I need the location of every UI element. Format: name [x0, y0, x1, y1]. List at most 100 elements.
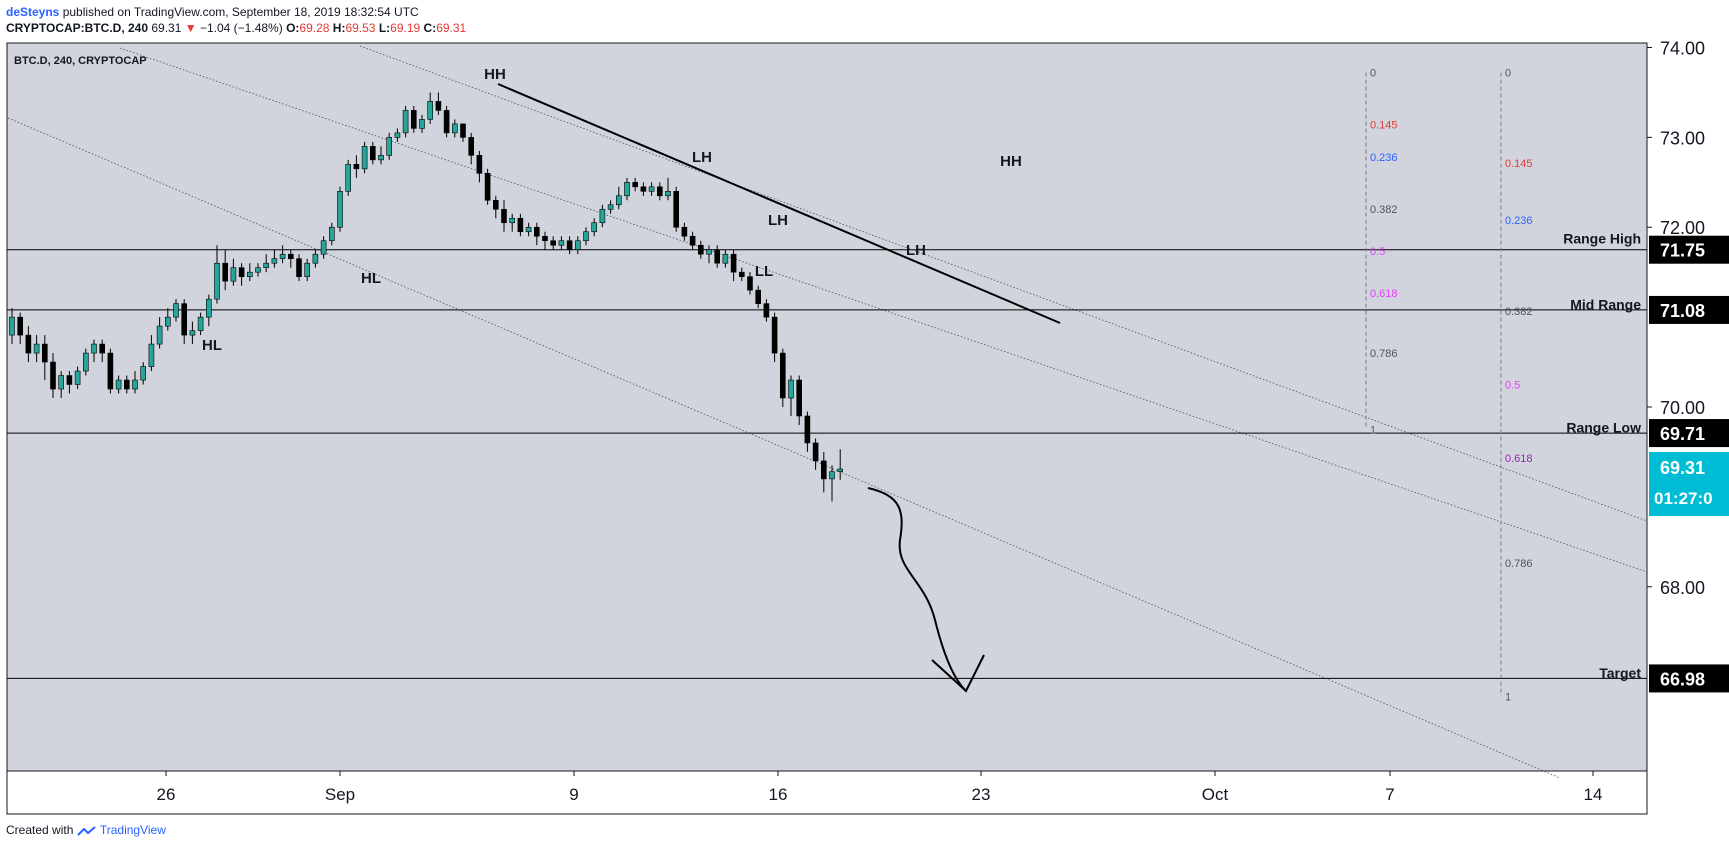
candle-body[interactable]	[369, 146, 376, 161]
candle-body[interactable]	[33, 343, 40, 354]
channel-line[interactable]	[359, 45, 1648, 522]
candle-body[interactable]	[574, 240, 581, 251]
candle-body[interactable]	[238, 267, 245, 277]
candle-body[interactable]	[624, 182, 630, 197]
author-link[interactable]: deSteyns	[6, 5, 60, 19]
candle-body[interactable]	[99, 343, 105, 354]
candle-body[interactable]	[591, 222, 598, 233]
candle-body[interactable]	[386, 137, 393, 156]
candle-body[interactable]	[337, 190, 343, 228]
candle-body[interactable]	[533, 226, 540, 237]
candle-body[interactable]	[820, 460, 827, 480]
candle-body[interactable]	[296, 258, 302, 277]
candle-body[interactable]	[58, 375, 65, 390]
candle-body[interactable]	[558, 240, 565, 246]
candle-body[interactable]	[443, 110, 450, 134]
candle-body[interactable]	[402, 110, 409, 134]
candle-body[interactable]	[124, 379, 130, 390]
candle-body[interactable]	[632, 182, 639, 188]
channel-line[interactable]	[119, 47, 1648, 573]
candle-body[interactable]	[156, 325, 163, 345]
candle-body[interactable]	[435, 101, 442, 111]
candle-body[interactable]	[615, 195, 622, 206]
candle-body[interactable]	[509, 217, 516, 224]
candle-body[interactable]	[451, 123, 458, 134]
projection-arrow[interactable]	[867, 487, 967, 692]
candle-body[interactable]	[714, 249, 721, 264]
candle-body[interactable]	[312, 253, 319, 264]
candle-body[interactable]	[599, 208, 606, 224]
candle-body[interactable]	[91, 343, 97, 354]
candle-body[interactable]	[181, 303, 187, 336]
candle-body[interactable]	[115, 379, 122, 390]
candle-body[interactable]	[132, 379, 138, 390]
candle-body[interactable]	[697, 244, 704, 255]
candle-body[interactable]	[689, 235, 696, 246]
candle-body[interactable]	[812, 442, 819, 462]
candle-body[interactable]	[353, 164, 360, 170]
candle-body[interactable]	[25, 334, 32, 354]
candle-body[interactable]	[468, 137, 475, 156]
candle-body[interactable]	[755, 289, 762, 304]
candle-body[interactable]	[460, 123, 466, 138]
candle-body[interactable]	[640, 186, 647, 192]
price-scale[interactable]	[1647, 43, 1729, 771]
candle-body[interactable]	[476, 155, 483, 174]
candle-body[interactable]	[763, 303, 770, 318]
candle-body[interactable]	[583, 231, 589, 242]
candle-body[interactable]	[665, 190, 671, 197]
candle-body[interactable]	[328, 226, 335, 242]
candle-body[interactable]	[542, 235, 548, 242]
candle-body[interactable]	[648, 186, 655, 192]
candle-body[interactable]	[788, 379, 794, 399]
candle-body[interactable]	[681, 226, 688, 237]
candle-body[interactable]	[74, 370, 81, 385]
candle-body[interactable]	[140, 366, 146, 381]
candle-body[interactable]	[304, 262, 311, 277]
channel-line[interactable]	[7, 117, 1561, 779]
candle-body[interactable]	[779, 352, 786, 399]
candle-body[interactable]	[214, 262, 220, 300]
candle-body[interactable]	[550, 240, 557, 246]
candle-body[interactable]	[525, 226, 532, 233]
candle-body[interactable]	[492, 199, 499, 210]
candle-body[interactable]	[656, 186, 663, 197]
candle-body[interactable]	[796, 379, 803, 417]
candle-body[interactable]	[148, 343, 155, 367]
candle-body[interactable]	[484, 173, 491, 201]
candle-body[interactable]	[378, 155, 384, 161]
candle-body[interactable]	[320, 240, 327, 255]
candle-body[interactable]	[9, 316, 15, 336]
candle-body[interactable]	[804, 415, 811, 444]
candle-body[interactable]	[837, 468, 844, 473]
candle-body[interactable]	[419, 119, 425, 129]
candle-body[interactable]	[230, 267, 237, 282]
candle-body[interactable]	[83, 352, 89, 372]
candle-body[interactable]	[730, 253, 737, 273]
candle-body[interactable]	[247, 271, 253, 277]
candle-body[interactable]	[361, 146, 368, 170]
candle-body[interactable]	[107, 352, 114, 390]
candle-body[interactable]	[410, 110, 417, 129]
candle-body[interactable]	[189, 330, 196, 336]
candle-body[interactable]	[206, 298, 212, 318]
candle-body[interactable]	[566, 240, 573, 251]
candle-body[interactable]	[673, 190, 680, 228]
candle-body[interactable]	[287, 253, 294, 260]
plot-area[interactable]	[7, 43, 1647, 771]
candle-body[interactable]	[222, 262, 228, 282]
tradingview-link[interactable]: TradingView	[99, 823, 166, 837]
candle-body[interactable]	[17, 316, 24, 336]
candle-body[interactable]	[738, 271, 745, 277]
candle-body[interactable]	[607, 204, 614, 210]
candle-body[interactable]	[50, 361, 56, 390]
candle-body[interactable]	[66, 375, 73, 385]
candle-body[interactable]	[517, 217, 524, 233]
candle-body[interactable]	[771, 316, 778, 354]
candle-body[interactable]	[747, 276, 753, 291]
candle-body[interactable]	[722, 253, 729, 264]
candle-body[interactable]	[173, 303, 179, 318]
candle-body[interactable]	[394, 132, 401, 138]
trend-line[interactable]	[497, 83, 1061, 324]
